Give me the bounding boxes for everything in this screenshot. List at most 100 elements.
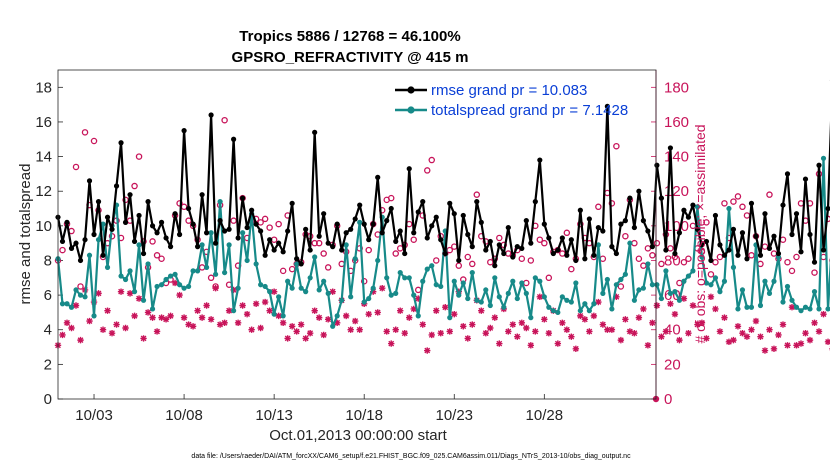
rmse-point bbox=[766, 245, 773, 251]
totalspread-point bbox=[532, 275, 538, 281]
assimilated-obs-point bbox=[496, 340, 503, 347]
assimilated-obs-point bbox=[815, 328, 823, 335]
assimilated-obs-point bbox=[779, 321, 787, 328]
rmse-series bbox=[55, 79, 830, 269]
rmse-point bbox=[424, 235, 430, 241]
totalspread-point bbox=[370, 285, 376, 291]
rmse-point bbox=[586, 216, 592, 222]
assimilated-obs-point bbox=[383, 328, 390, 335]
totalspread-point bbox=[253, 261, 259, 267]
assimilated-obs-point bbox=[680, 295, 688, 302]
assimilated-obs-point bbox=[410, 305, 417, 313]
data-file-footer: data file: /Users/raeder/DAI/ATM_forcXX/… bbox=[191, 453, 631, 460]
totalspread-point bbox=[136, 242, 142, 248]
rmse-point bbox=[203, 230, 210, 236]
totalspread-point bbox=[298, 285, 304, 291]
totalspread-point bbox=[573, 280, 579, 286]
rmse-point bbox=[145, 199, 151, 205]
totalspread-point bbox=[406, 275, 412, 281]
assimilated-obs-point bbox=[401, 330, 408, 337]
possible-obs-point bbox=[149, 238, 156, 245]
totalspread-point bbox=[213, 271, 219, 277]
possible-obs-point bbox=[207, 274, 215, 282]
totalspread-point bbox=[231, 308, 237, 314]
totalspread-point bbox=[194, 268, 201, 274]
assimilated-obs-point bbox=[586, 328, 593, 335]
totalspread-point bbox=[271, 311, 277, 317]
right-y-tick-label: 0 bbox=[664, 391, 672, 408]
assimilated-obs-point bbox=[748, 326, 755, 333]
rmse-point bbox=[618, 221, 624, 227]
totalspread-point bbox=[685, 273, 692, 279]
possible-obs-point bbox=[473, 191, 481, 198]
right-y-tick-label: 120 bbox=[664, 183, 689, 200]
totalspread-point bbox=[676, 297, 683, 303]
totalspread-point bbox=[122, 276, 129, 283]
possible-obs-point bbox=[563, 229, 571, 237]
totalspread-series bbox=[55, 155, 830, 329]
assimilated-obs-point bbox=[775, 331, 782, 339]
assimilated-obs-point bbox=[63, 319, 71, 327]
assimilated-obs-point bbox=[626, 328, 634, 335]
assimilated-obs-point bbox=[284, 335, 291, 342]
rmse-point bbox=[735, 252, 741, 258]
assimilated-obs-point bbox=[509, 321, 517, 328]
assimilated-obs-point bbox=[599, 321, 607, 328]
assimilated-obs-point bbox=[374, 309, 381, 316]
rmse-point bbox=[109, 226, 115, 232]
totalspread-point bbox=[721, 278, 728, 284]
rmse-point bbox=[303, 226, 309, 232]
possible-obs-point bbox=[779, 236, 787, 243]
assimilated-obs-point bbox=[342, 312, 350, 320]
rmse-point bbox=[712, 212, 719, 219]
totalspread-point bbox=[185, 283, 192, 290]
possible-obs-point bbox=[496, 234, 503, 242]
rmse-point bbox=[807, 231, 813, 238]
assimilated-obs-point bbox=[617, 336, 625, 344]
totalspread-point bbox=[240, 230, 246, 236]
totalspread-point bbox=[591, 301, 597, 307]
totalspread-point bbox=[325, 290, 331, 296]
totalspread-point bbox=[244, 257, 250, 264]
totalspread-point bbox=[262, 283, 268, 290]
possible-obs-point bbox=[608, 200, 616, 207]
totalspread-point bbox=[438, 283, 444, 290]
possible-obs-point bbox=[455, 262, 463, 269]
rmse-point bbox=[384, 218, 390, 224]
totalspread-point bbox=[766, 290, 773, 296]
possible-obs-point bbox=[266, 224, 273, 231]
possible-obs-point bbox=[185, 217, 192, 224]
rmse-point bbox=[694, 226, 701, 232]
rmse-point bbox=[748, 200, 755, 206]
possible-obs-point bbox=[451, 243, 458, 250]
rmse-point bbox=[95, 199, 102, 205]
rmse-point bbox=[307, 247, 313, 253]
totalspread-point bbox=[820, 155, 827, 161]
plot-frame bbox=[57, 69, 657, 400]
rmse-point bbox=[708, 257, 714, 264]
right-y-tick-label: 100 bbox=[664, 218, 689, 235]
totalspread-point bbox=[523, 290, 529, 296]
rmse-point bbox=[388, 205, 394, 212]
assimilated-obs-point bbox=[446, 328, 453, 335]
assimilated-obs-point bbox=[761, 347, 769, 354]
rmse-point bbox=[339, 247, 345, 253]
rmse-point bbox=[176, 231, 183, 238]
rmse-point bbox=[591, 252, 597, 258]
left-y-tick-label: 10 bbox=[35, 218, 52, 235]
totalspread-point bbox=[415, 313, 421, 319]
chart-subtitle: GPSRO_REFRACTIVITY @ 415 m bbox=[232, 49, 469, 66]
assimilated-obs-point bbox=[478, 307, 485, 314]
rmse-point bbox=[415, 209, 421, 215]
totalspread-point bbox=[744, 304, 750, 310]
rmse-point bbox=[730, 226, 737, 232]
possible-obs-point bbox=[90, 137, 98, 145]
totalspread-point bbox=[433, 282, 439, 288]
rmse-point bbox=[190, 221, 196, 227]
assimilated-obs-point bbox=[739, 330, 746, 337]
totalspread-point bbox=[82, 294, 88, 300]
possible-obs-point bbox=[541, 239, 548, 247]
assimilated-obs-point bbox=[162, 316, 170, 323]
